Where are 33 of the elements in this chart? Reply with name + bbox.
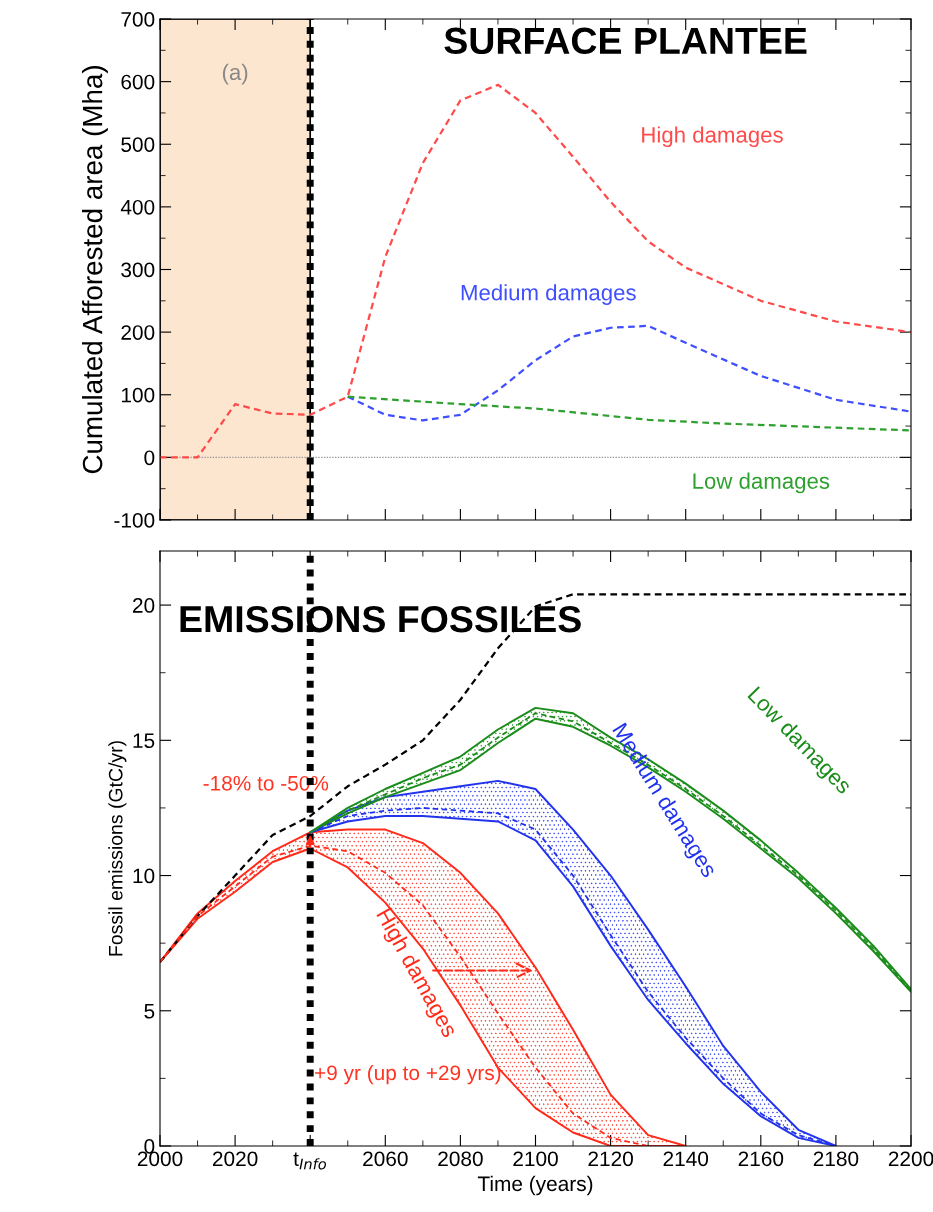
y-tick-label: 600 <box>121 74 155 90</box>
y-tick-label: 100 <box>121 387 155 403</box>
y-tick-label: 700 <box>121 12 155 27</box>
y-tick-label: 300 <box>121 262 155 278</box>
y-axis-title: Cumulated Afforested area (Mha) <box>82 66 108 474</box>
x-tick-label: 2120 <box>588 1151 633 1167</box>
chart-title: SURFACE PLANTEE <box>444 27 807 55</box>
y-tick-label: 5 <box>144 1003 155 1019</box>
y-tick-label: 10 <box>133 868 155 884</box>
x-tick-label: t$_{Info}$ <box>293 1152 327 1170</box>
annotation: (a) <box>222 63 248 85</box>
x-tick-label: 2020 <box>212 1151 258 1167</box>
x-tick-label: 2080 <box>438 1151 483 1167</box>
y-axis-title: Fossil emissions (GtC/yr) <box>108 741 127 956</box>
x-tick-label: 2180 <box>813 1151 859 1167</box>
text: High damages <box>642 126 783 148</box>
y-tick-label: -100 <box>114 513 155 528</box>
x-tick-label: 2200 <box>888 1151 933 1167</box>
y-tick-label: 500 <box>121 137 155 152</box>
series-label: Medium damages <box>461 284 636 305</box>
y-tick-label: 15 <box>133 733 155 749</box>
x-tick-label: 2060 <box>363 1151 408 1167</box>
x-tick-label: 2160 <box>738 1151 784 1167</box>
y-tick-label: 0 <box>144 450 155 466</box>
annotation: +9 yr (up to +29 yrs) <box>315 1064 501 1085</box>
text: EMISSIONS FOSSILES <box>180 605 581 633</box>
y-tick-label: 20 <box>133 598 155 613</box>
y-tick-label: 200 <box>121 325 155 340</box>
text: Low damages <box>693 472 830 494</box>
x-tick-label: 2140 <box>663 1151 709 1167</box>
y-tick-label: 400 <box>120 199 155 215</box>
x-tick-label: 2100 <box>513 1151 558 1167</box>
x-axis-title: Time (years) <box>477 1175 593 1196</box>
